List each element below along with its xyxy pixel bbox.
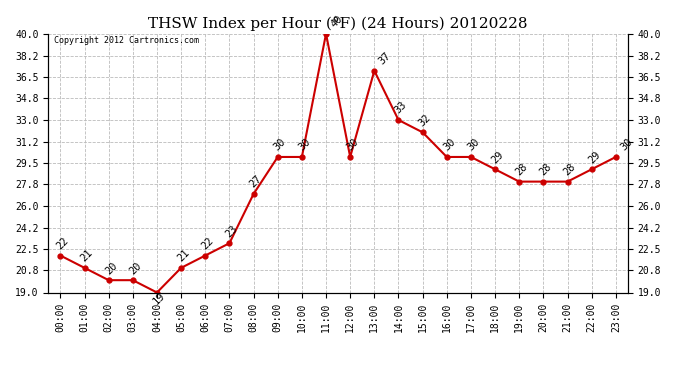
Text: 30: 30 [272,137,288,153]
Text: 22: 22 [55,236,71,251]
Text: 22: 22 [199,236,216,251]
Title: THSW Index per Hour (°F) (24 Hours) 20120228: THSW Index per Hour (°F) (24 Hours) 2012… [148,17,528,31]
Text: 28: 28 [562,162,578,177]
Text: 27: 27 [248,174,264,190]
Text: 23: 23 [224,223,240,239]
Text: 37: 37 [377,51,393,66]
Text: 30: 30 [441,137,457,153]
Text: 33: 33 [393,100,409,116]
Text: 29: 29 [489,149,506,165]
Text: 40: 40 [329,13,345,30]
Text: 20: 20 [127,260,144,276]
Text: 21: 21 [175,248,192,264]
Text: 28: 28 [538,162,554,177]
Text: Copyright 2012 Cartronics.com: Copyright 2012 Cartronics.com [54,36,199,45]
Text: 30: 30 [344,137,361,153]
Text: 32: 32 [417,112,433,128]
Text: 19: 19 [151,291,168,306]
Text: 30: 30 [619,137,635,153]
Text: 30: 30 [465,137,482,153]
Text: 30: 30 [296,137,313,153]
Text: 29: 29 [586,149,602,165]
Text: 20: 20 [103,260,119,276]
Text: 28: 28 [513,162,530,177]
Text: 21: 21 [79,248,95,264]
